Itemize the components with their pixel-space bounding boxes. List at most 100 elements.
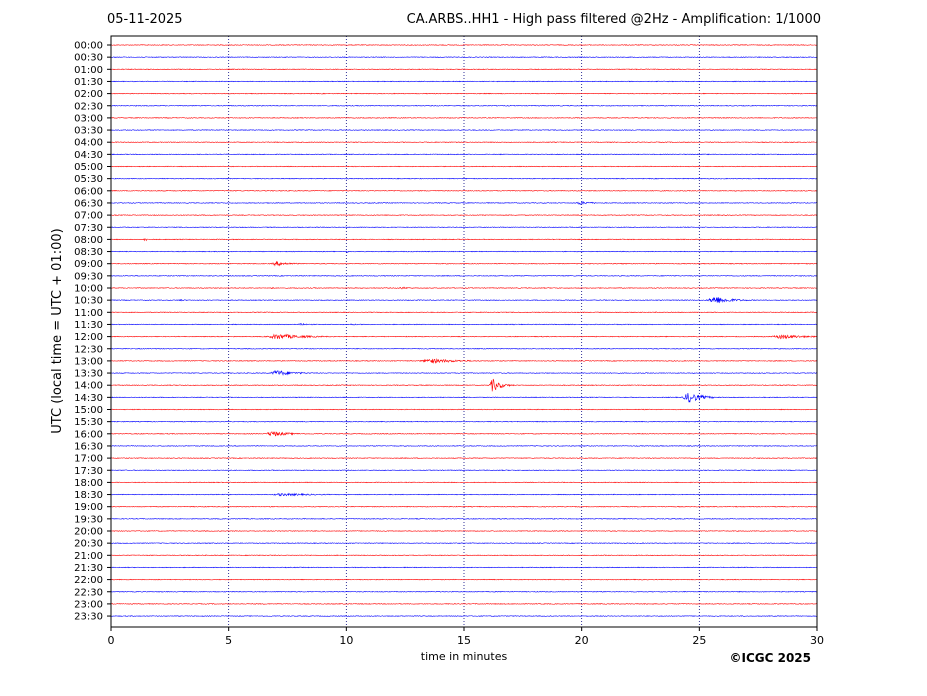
trace-1600	[110, 431, 818, 437]
trace-0500	[110, 165, 818, 168]
y-tick-label-1500: 15:00	[74, 405, 103, 416]
trace-0900	[110, 261, 818, 267]
trace-1930	[110, 518, 818, 520]
y-tick-label-2100: 21:00	[74, 551, 103, 562]
trace-1800	[110, 481, 818, 484]
trace-0600	[110, 189, 818, 192]
plot-title: CA.ARBS..HH1 - High pass filtered @2Hz -…	[406, 12, 821, 27]
trace-0130	[110, 80, 818, 83]
y-tick-label-0930: 09:30	[74, 271, 103, 282]
y-tick-label-0430: 04:30	[74, 150, 103, 161]
y-tick-label-1100: 11:00	[74, 308, 103, 319]
trace-1100	[110, 311, 818, 314]
y-tick-label-1300: 13:00	[74, 356, 103, 367]
x-tick-label-15: 15	[457, 634, 471, 647]
y-tick-label-0130: 01:30	[74, 77, 103, 88]
trace-lines	[110, 44, 818, 617]
trace-2230	[110, 590, 818, 593]
y-tick-label-0800: 08:00	[74, 235, 103, 246]
trace-0800	[110, 238, 817, 242]
trace-1700	[110, 457, 818, 459]
y-tick-label-0300: 03:00	[74, 113, 103, 124]
trace-1200	[110, 333, 818, 340]
y-tick-label-1600: 16:00	[74, 429, 103, 440]
trace-0730	[110, 226, 818, 229]
trace-1500	[110, 408, 818, 411]
trace-1030	[110, 297, 818, 304]
trace-1400	[110, 378, 818, 392]
y-tick-label-0830: 08:30	[74, 247, 103, 258]
trace-0630	[110, 200, 818, 205]
trace-0830	[110, 250, 818, 254]
y-tick-label-0630: 06:30	[74, 198, 103, 209]
y-tick-label-0100: 01:00	[74, 65, 103, 76]
y-tick-label-0730: 07:30	[74, 223, 103, 234]
trace-1830	[110, 492, 818, 497]
x-tick-label-25: 25	[692, 634, 706, 647]
trace-0530	[110, 177, 818, 180]
y-tick-label-2300: 23:00	[74, 599, 103, 610]
x-axis-label: time in minutes	[421, 650, 508, 663]
y-tick-label-1400: 14:00	[74, 381, 103, 392]
x-tick-label-0: 0	[108, 634, 115, 647]
y-tick-label-1800: 18:00	[74, 478, 103, 489]
y-tick-label-1330: 13:30	[74, 369, 103, 380]
trace-0230	[110, 104, 818, 107]
y-tick-label-0230: 02:30	[74, 101, 103, 112]
y-tick-label-0700: 07:00	[74, 211, 103, 222]
y-tick-label-0400: 04:00	[74, 138, 103, 149]
trace-0030	[110, 56, 818, 58]
y-tick-label-1130: 11:30	[74, 320, 103, 331]
trace-2100	[110, 554, 818, 557]
trace-1630	[110, 445, 818, 447]
axis-ticks: 0 5 10 15 20 25 30 00:0000:3001:0001:3002:0002:…	[74, 41, 824, 648]
trace-0300	[110, 117, 818, 119]
x-tick-label-20: 20	[575, 634, 589, 647]
trace-1430	[110, 392, 818, 403]
y-tick-label-1830: 18:30	[74, 490, 103, 501]
y-tick-label-0330: 03:30	[74, 126, 103, 137]
trace-0200	[110, 92, 818, 95]
y-tick-label-2030: 20:30	[74, 539, 103, 550]
x-tick-label-30: 30	[810, 634, 824, 647]
trace-1530	[110, 420, 818, 423]
y-tick-label-0500: 05:00	[74, 162, 103, 173]
trace-1230	[110, 347, 818, 350]
trace-2330	[110, 615, 818, 617]
y-axis-label: UTC (local time = UTC + 01:00)	[50, 228, 65, 433]
grid-lines	[228, 36, 700, 627]
trace-1130	[110, 322, 818, 326]
y-tick-label-1730: 17:30	[74, 466, 103, 477]
y-tick-label-0200: 02:00	[74, 89, 103, 100]
trace-2300	[110, 603, 818, 605]
trace-1000	[110, 286, 818, 290]
copyright-notice: ©ICGC 2025	[729, 651, 811, 665]
y-tick-label-0900: 09:00	[74, 259, 103, 270]
trace-2130	[110, 566, 818, 569]
trace-1900	[110, 505, 818, 508]
y-tick-label-1200: 12:00	[74, 332, 103, 343]
y-tick-label-0030: 00:30	[74, 53, 103, 64]
y-tick-label-1630: 16:30	[74, 441, 103, 452]
plot-frame	[110, 35, 818, 628]
y-tick-label-1700: 17:00	[74, 454, 103, 465]
y-tick-label-1930: 19:30	[74, 514, 103, 525]
y-tick-label-2230: 22:30	[74, 587, 103, 598]
y-tick-label-2330: 23:30	[74, 612, 103, 623]
y-tick-label-2000: 20:00	[74, 527, 103, 538]
trace-0330	[110, 129, 818, 131]
trace-0000	[110, 44, 817, 46]
trace-1300	[111, 358, 818, 364]
trace-2000	[110, 530, 818, 532]
trace-0400	[110, 141, 818, 144]
trace-1730	[110, 469, 818, 472]
trace-2030	[110, 542, 818, 544]
y-tick-label-1000: 10:00	[74, 284, 103, 295]
trace-1330	[110, 369, 818, 376]
y-tick-label-0530: 05:30	[74, 174, 103, 185]
y-tick-label-1030: 10:30	[74, 296, 103, 307]
y-tick-label-0600: 06:00	[74, 186, 103, 197]
y-tick-label-1430: 14:30	[74, 393, 103, 404]
y-tick-label-1530: 15:30	[74, 417, 103, 428]
